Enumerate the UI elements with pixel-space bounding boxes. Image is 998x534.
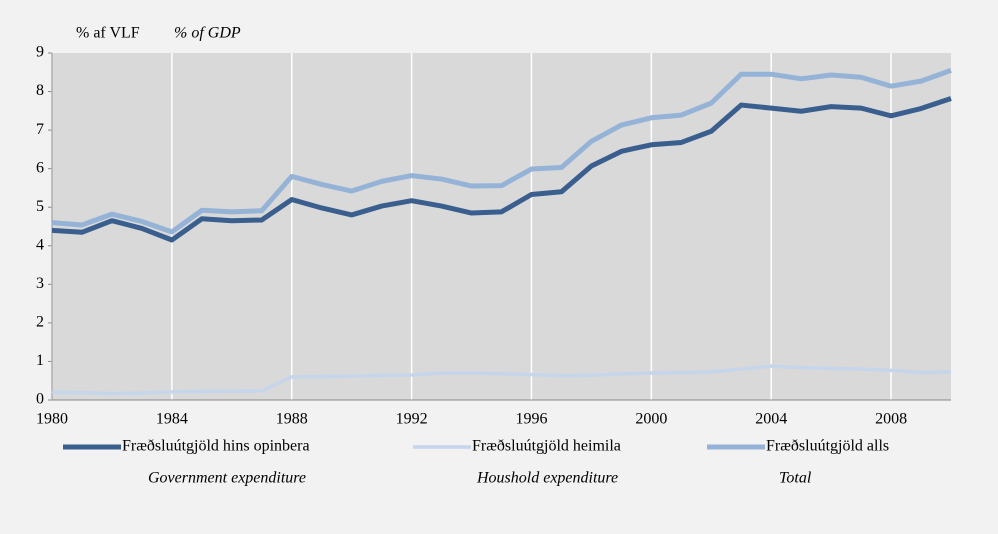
- y-tick-label: 2: [36, 314, 44, 331]
- series-line: [51, 96, 952, 243]
- y-axis-label-en: % of GDP: [174, 25, 241, 42]
- x-tick-label: 1996: [515, 411, 547, 428]
- y-tick-label: 8: [36, 82, 44, 99]
- legend-label: Fræðsluútgjöld hins opinbera: [122, 438, 310, 455]
- y-tick-label: 0: [36, 391, 44, 408]
- x-tick-label: 2004: [755, 411, 787, 428]
- x-tick-label: 1980: [36, 411, 68, 428]
- y-tick-label: 1: [36, 352, 44, 369]
- x-tick-label: 1984: [156, 411, 188, 428]
- y-tick-label: 7: [36, 121, 44, 138]
- y-tick-label: 4: [36, 236, 44, 253]
- y-tick-label: 5: [36, 198, 44, 215]
- y-tick-label: 6: [36, 159, 44, 176]
- x-tick-label: 2000: [635, 411, 667, 428]
- series-line: [51, 364, 952, 396]
- series-line: [51, 67, 952, 235]
- y-axis-label: % af VLF: [76, 25, 140, 42]
- y-tick-label: 9: [36, 44, 44, 61]
- legend-label: Fræðsluútgjöld heimila: [472, 438, 621, 455]
- y-tick-label: 3: [36, 275, 44, 292]
- x-tick-label: 2008: [875, 411, 907, 428]
- x-tick-label: 1988: [276, 411, 308, 428]
- legend-label: Fræðsluútgjöld alls: [766, 438, 889, 455]
- legend-label-en: Total: [779, 470, 812, 487]
- x-tick-label: 1992: [396, 411, 428, 428]
- legend-label-en: Government expenditure: [148, 470, 306, 487]
- legend-label-en: Houshold expenditure: [476, 470, 618, 487]
